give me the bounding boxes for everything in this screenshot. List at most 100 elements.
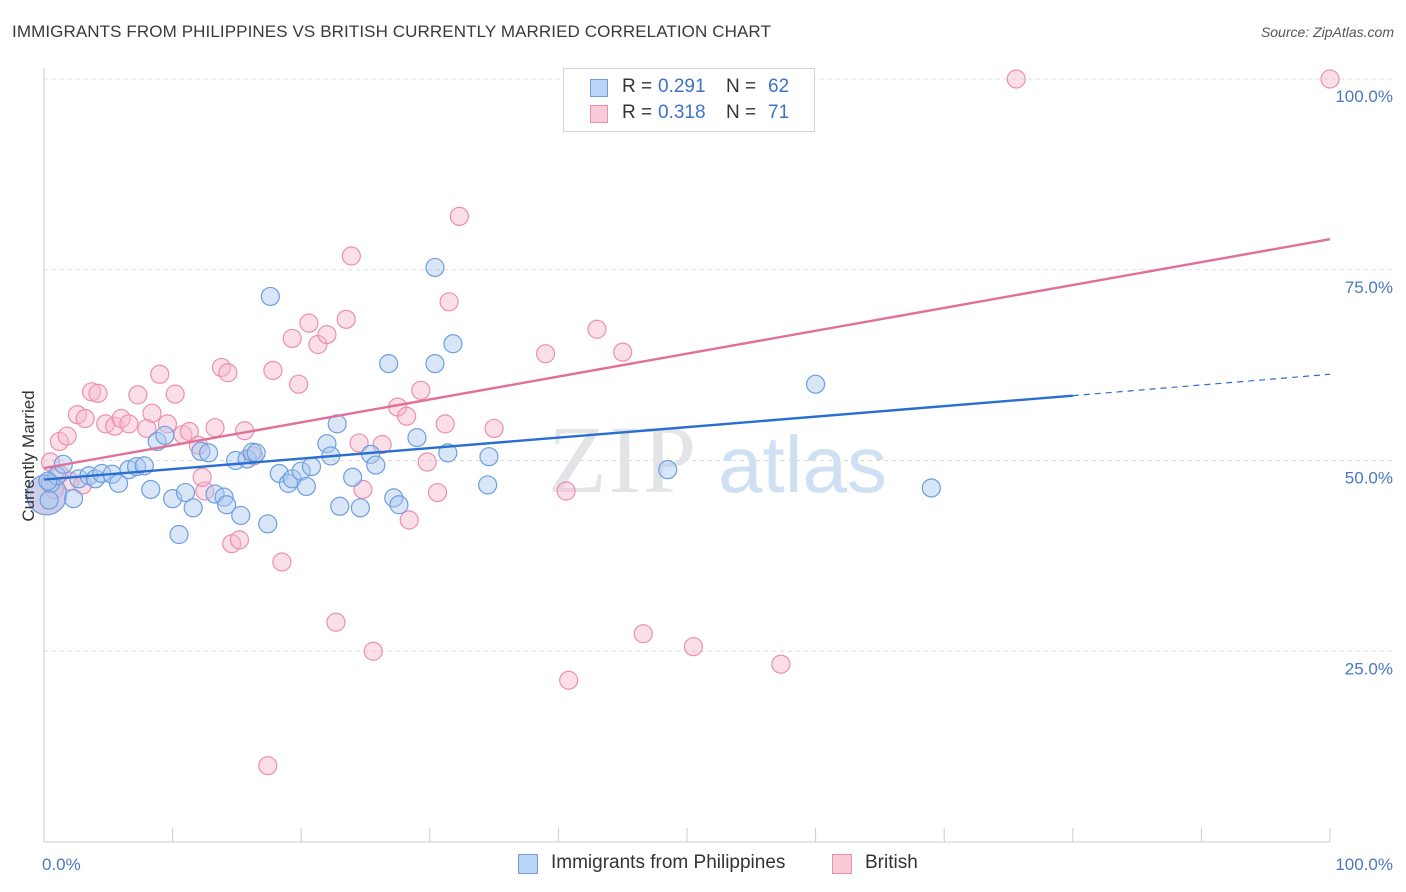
philippines-point [63,489,84,509]
british-point [1006,69,1026,89]
legend-label-philippines: Immigrants from Philippines [551,852,786,873]
philippines-point [330,496,350,516]
y-tick-label-25: 25.0% [1345,659,1393,678]
british-point [150,364,170,384]
philippines-point [425,257,445,278]
philippines-point [805,374,826,394]
legend-n-label: N = [726,76,757,97]
correlation-legend: R = 0.291 N = 62 R = 0.318 N = 71 [563,68,815,132]
philippines-trend-line [43,394,1073,481]
philippines-trend-extension [1072,373,1331,397]
philippines-point [39,490,59,510]
british-point [128,385,148,405]
legend-n-value: 71 [768,102,790,123]
british-point [299,313,319,333]
british-point [289,374,309,394]
y-axis-label: Currently Married [19,390,38,521]
legend-swatch-blue [590,79,608,97]
british-point [211,357,232,378]
legend-r-label: R = [622,76,653,97]
philippines-point [343,467,363,487]
british-point [411,380,431,400]
british-point [137,418,157,439]
philippines-point [296,476,316,497]
philippines-point [921,478,941,498]
trend-lines [43,238,1331,481]
legend-swatch-blue [518,854,538,874]
watermark-zip: ZIP [548,406,698,513]
chart-title: IMMIGRANTS FROM PHILIPPINES VS BRITISH C… [12,22,771,41]
british-point [81,382,102,402]
philippines-point [301,457,322,477]
series-legend: Immigrants from Philippines British [0,852,1406,878]
british-point [157,414,178,434]
british-point [613,342,633,362]
philippines-point [425,353,445,374]
british-point [427,482,448,503]
british-point [556,481,576,501]
y-tick-labels: 25.0% 50.0% 75.0% 100.0% [1335,87,1393,678]
british-point [75,408,95,429]
british-point [349,433,369,453]
british-point [272,552,292,572]
british-point [397,406,417,426]
philippines-point [478,475,498,495]
british-point [484,418,504,439]
philippines-point [191,441,211,461]
british-point [192,467,212,487]
philippines-point [260,286,280,307]
watermark: ZIP atlas [548,406,887,513]
philippines-point [231,505,251,526]
british-point [57,426,77,446]
british-point [142,403,162,423]
legend-r-value: 0.318 [658,102,706,123]
british-point [771,654,791,674]
legend-r-label: R = [622,102,653,123]
legend-swatch-pink [832,854,852,874]
philippines-point [217,495,237,515]
x-tick-marks [43,828,1331,842]
british-point [559,670,579,690]
philippines-point [366,455,386,475]
british-point [179,421,199,442]
british-point [205,418,225,438]
legend-swatch-pink [590,105,608,123]
british-point [282,328,302,349]
british-point [363,641,383,661]
british-point [435,414,455,434]
british-point [229,530,250,550]
british-point [258,756,278,776]
british-point [633,624,653,644]
philippines-point [199,443,219,463]
y-tick-label-50: 50.0% [1345,469,1393,488]
philippines-point [246,443,266,463]
british-point [119,414,139,434]
philippines-point [350,498,370,518]
x-tick-label-max: 100.0% [1335,855,1393,874]
legend-label-british: British [865,852,918,873]
british-trend-line [43,238,1331,470]
philippines-point [379,353,399,374]
british-point [317,325,337,345]
philippines-point [407,428,427,448]
british-point [587,319,607,339]
philippines-point [169,524,189,545]
x-tick-label-min: 0.0% [42,855,81,874]
philippines-point [291,461,311,481]
philippines-point [479,447,499,467]
y-tick-label-100: 100.0% [1335,87,1393,106]
philippines-point [389,495,409,515]
british-point [165,384,185,404]
legend-n-label: N = [726,102,757,123]
legend-row-british: R = 0.318 N = 71 [564,101,814,127]
philippines-point [214,487,234,507]
british-point [88,383,108,403]
philippines-point [438,443,458,463]
british-point [105,416,125,436]
british-point [326,612,346,632]
british-point [263,360,283,381]
legend-row-philippines: R = 0.291 N = 62 [564,75,814,101]
grid-lines [44,78,1393,652]
british-point [341,246,361,266]
british-point [218,363,238,383]
